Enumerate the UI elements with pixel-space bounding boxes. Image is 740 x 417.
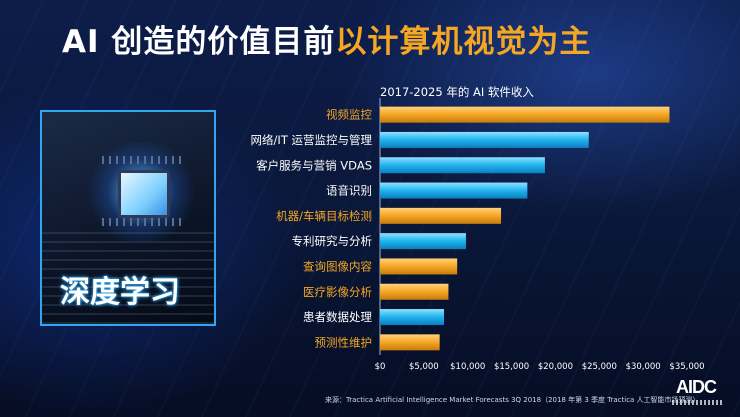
bar-4 <box>380 207 502 224</box>
bar-0 <box>380 106 670 123</box>
aidc-logo-text: AIDC <box>676 377 717 397</box>
circuit-board-lines <box>42 232 214 324</box>
x-tick-label-6: $30,000 <box>626 362 661 372</box>
bar-5 <box>380 233 466 250</box>
source-note: 来源：Tractica Artificial Intelligence Mark… <box>325 396 700 404</box>
category-label-0: 视频监控 <box>326 108 372 122</box>
bar-9 <box>380 334 440 351</box>
x-tick-label-0: $0 <box>375 362 386 372</box>
category-label-8: 患者数据处理 <box>303 310 372 324</box>
bar-6 <box>380 258 458 275</box>
chart-title: 2017-2025 年的 AI 软件收入 <box>380 85 534 99</box>
category-label-5: 专利研究与分析 <box>292 234 373 248</box>
x-tick-label-5: $25,000 <box>582 362 617 372</box>
bar-3 <box>380 182 528 199</box>
aidc-logo: AIDC <box>672 377 722 411</box>
x-tick-label-3: $15,000 <box>494 362 529 372</box>
category-label-6: 查询图像内容 <box>303 259 372 273</box>
bar-7 <box>380 283 449 300</box>
category-label-9: 预测性维护 <box>315 335 373 349</box>
bar-8 <box>380 309 445 326</box>
category-label-1: 网络/IT 运营监控与管理 <box>251 133 373 147</box>
bar-2 <box>380 157 545 174</box>
aidc-logo-bar <box>672 400 722 405</box>
category-label-2: 客户服务与营销 VDAS <box>256 158 372 172</box>
deep-learning-label: 深度学习 <box>60 275 180 310</box>
bar-1 <box>380 131 589 148</box>
category-label-4: 机器/车辆目标检测 <box>276 209 372 223</box>
category-label-3: 语音识别 <box>326 184 372 198</box>
x-tick-label-2: $10,000 <box>450 362 485 372</box>
deep-learning-image: 深度学习 <box>40 110 216 326</box>
slide-title-orange: 以计算机视觉为主 <box>335 24 592 60</box>
x-tick-label-4: $20,000 <box>538 362 573 372</box>
category-label-7: 医疗影像分析 <box>303 285 372 299</box>
slide-title-white: AI 创造的价值目前 <box>62 24 336 60</box>
x-tick-label-1: $5,000 <box>409 362 439 372</box>
processor-chip-icon <box>118 170 170 218</box>
x-tick-label-7: $35,000 <box>669 362 704 372</box>
slide-title: AI 创造的价值目前以计算机视觉为主 <box>62 16 591 61</box>
